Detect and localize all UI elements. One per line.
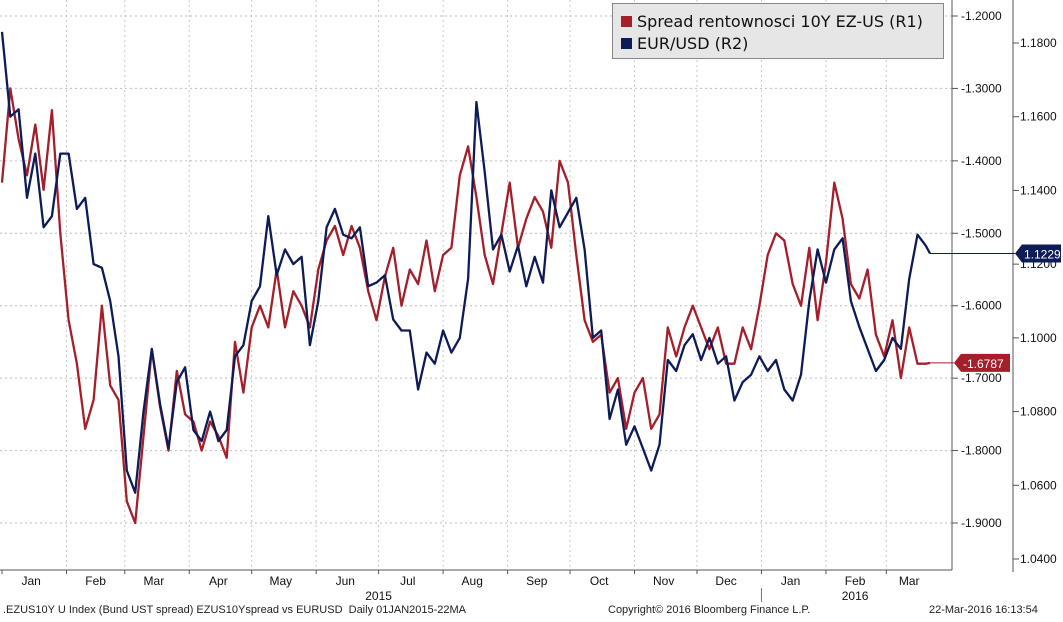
x-tick-label-aug-7: Aug	[462, 574, 483, 588]
x-tick-label-feb-13: Feb	[845, 574, 866, 588]
x-tick-label-mar-14: Mar	[899, 574, 920, 588]
right-axis-tick-label-5: 1.0800	[1020, 405, 1057, 419]
left-axis-tick-label-7: -1.9000	[961, 516, 1002, 530]
x-year-label-2016: 2016	[842, 589, 869, 603]
right-axis-tick-label-1: 1.1600	[1020, 110, 1057, 124]
x-tick-label-apr-3: Apr	[209, 574, 228, 588]
x-tick-label-dec-11: Dec	[715, 574, 736, 588]
x-axis-labels: Jan Feb Mar Apr May Jun Jul Aug Sep Oct Nov Dec Jan F…	[21, 574, 919, 603]
x-tick-label-oct-9: Oct	[590, 574, 609, 588]
axes	[0, 0, 1019, 602]
legend-label-eurusd: EUR/USD (R2)	[637, 33, 749, 53]
x-year-label-2015: 2015	[365, 589, 392, 603]
grid-lines	[0, 0, 952, 570]
left-axis-tick-label-6: -1.8000	[961, 444, 1002, 458]
left-axis-tick-label-1: -1.3000	[961, 81, 1002, 95]
right-axis-tick-label-7: 1.0400	[1020, 552, 1057, 566]
footer-source: .EZUS10Y U Index (Bund UST spread) EZUS1…	[3, 604, 467, 616]
footer-copyright: Copyright© 2016 Bloomberg Finance L.P.	[608, 604, 811, 616]
x-tick-label-nov-10: Nov	[653, 574, 674, 588]
footer-timestamp: 22-Mar-2016 16:13:54	[929, 604, 1038, 616]
left-axis-tick-label-2: -1.4000	[961, 154, 1002, 168]
left-axis-tick-labels: -1.2000 -1.3000 -1.4000 -1.5000 -1.6000 -1.70…	[961, 9, 1002, 530]
x-tick-label-jul-6: Jul	[400, 574, 415, 588]
right-axis-tick-label-2: 1.1400	[1020, 183, 1057, 197]
x-tick-label-may-4: May	[269, 574, 292, 588]
x-tick-label-mar-2: Mar	[144, 574, 165, 588]
legend-swatch-eurusd	[621, 37, 632, 49]
eurusd-last-value-tag	[1015, 244, 1061, 263]
last-value-tags: -1.6787 1.1229	[930, 244, 1061, 372]
legend-item-spread: Spread rentownosci 10Y EZ-US (R1)	[621, 11, 923, 31]
eurusd-series-line	[0, 31, 932, 494]
right-axis-tick-label-0: 1.1800	[1020, 36, 1057, 50]
x-tick-label-jun-5: Jun	[336, 574, 355, 588]
left-axis-tick-label-3: -1.5000	[961, 226, 1002, 240]
legend: Spread rentownosci 10Y EZ-US (R1) EUR/US…	[612, 3, 944, 59]
right-axis-tick-labels: 1.18001.16001.14001.12001.10001.08001.06…	[1020, 36, 1057, 566]
left-axis-tick-label-4: -1.6000	[961, 299, 1002, 313]
x-tick-label-jan-0: Jan	[21, 574, 40, 588]
legend-swatch-spread	[621, 15, 632, 27]
series-lines	[0, 31, 932, 525]
left-axis-tick-label-0: -1.2000	[961, 9, 1002, 23]
spread-last-value-tag	[954, 353, 1010, 372]
spread-last-value-label: -1.6787	[963, 357, 1004, 371]
x-tick-label-feb-1: Feb	[85, 574, 106, 588]
legend-label-spread: Spread rentownosci 10Y EZ-US (R1)	[637, 11, 923, 31]
x-tick-label-jan-12: Jan	[781, 574, 800, 588]
right-axis-tick-label-6: 1.0600	[1020, 478, 1057, 492]
legend-item-eurusd: EUR/USD (R2)	[621, 33, 748, 53]
left-axis-tick-label-5: -1.7000	[961, 371, 1002, 385]
right-axis-tick-label-4: 1.1000	[1020, 331, 1057, 345]
eurusd-last-value-label: 1.1229	[1024, 247, 1061, 261]
x-tick-label-sep-8: Sep	[526, 574, 548, 588]
